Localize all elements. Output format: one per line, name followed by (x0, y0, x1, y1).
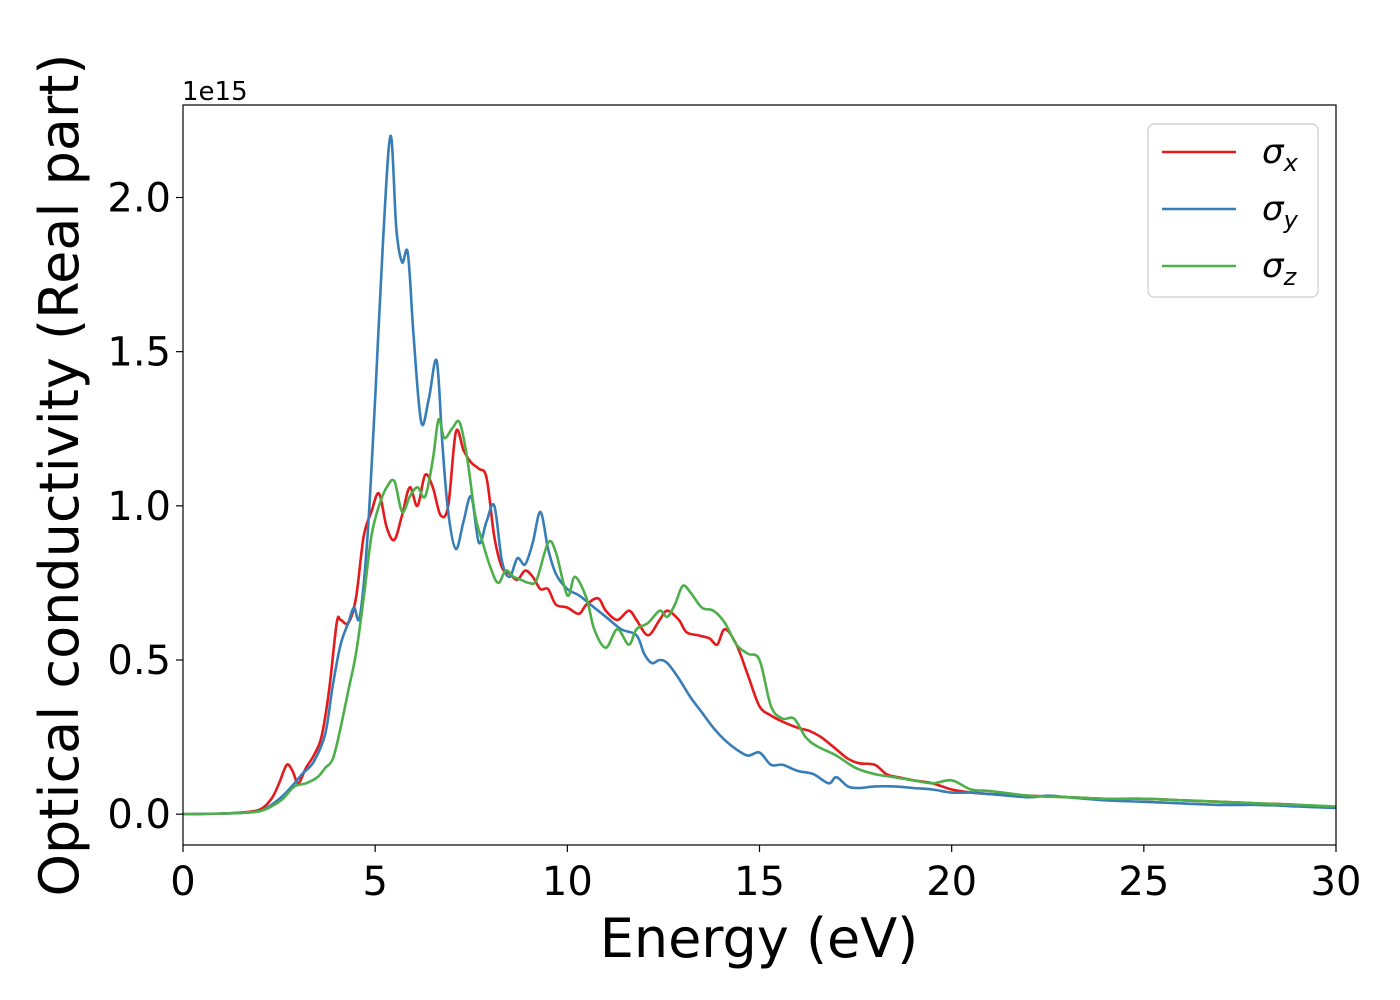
x-tick-label: 25 (1118, 859, 1169, 905)
x-tick-label: 15 (734, 859, 785, 905)
series-line-z (183, 417, 1336, 816)
y-tick-label: 1.0 (107, 484, 171, 530)
x-tick-label: 5 (362, 859, 387, 905)
legend-label-x: σx (1262, 132, 1299, 177)
legend-box (1147, 123, 1319, 298)
y-axis-label: Optical conductivity (Real part) (28, 54, 91, 897)
y-axis-offset-label: 1e15 (182, 77, 248, 107)
y-tick-label: 0.5 (107, 638, 171, 684)
legend-label-z: σz (1262, 246, 1298, 291)
y-tick-label: 0.0 (107, 792, 171, 838)
legend-label-y: σy (1262, 189, 1299, 234)
legend: σx σy σz (1147, 123, 1319, 298)
series-layer (183, 134, 1336, 816)
y-tick-label: 2.0 (107, 176, 171, 222)
x-tick-label: 10 (542, 859, 593, 905)
x-axis-label: Energy (eV) (600, 907, 919, 970)
y-tick-label: 1.5 (107, 330, 171, 376)
x-tick-label: 0 (170, 859, 195, 905)
x-tick-label: 20 (926, 859, 977, 905)
x-tick-label: 30 (1311, 859, 1362, 905)
y-axis-ticks: 0.0 0.5 1.0 1.5 2.0 (107, 176, 183, 838)
x-axis-ticks: 0 5 10 15 20 25 30 (170, 845, 1361, 905)
